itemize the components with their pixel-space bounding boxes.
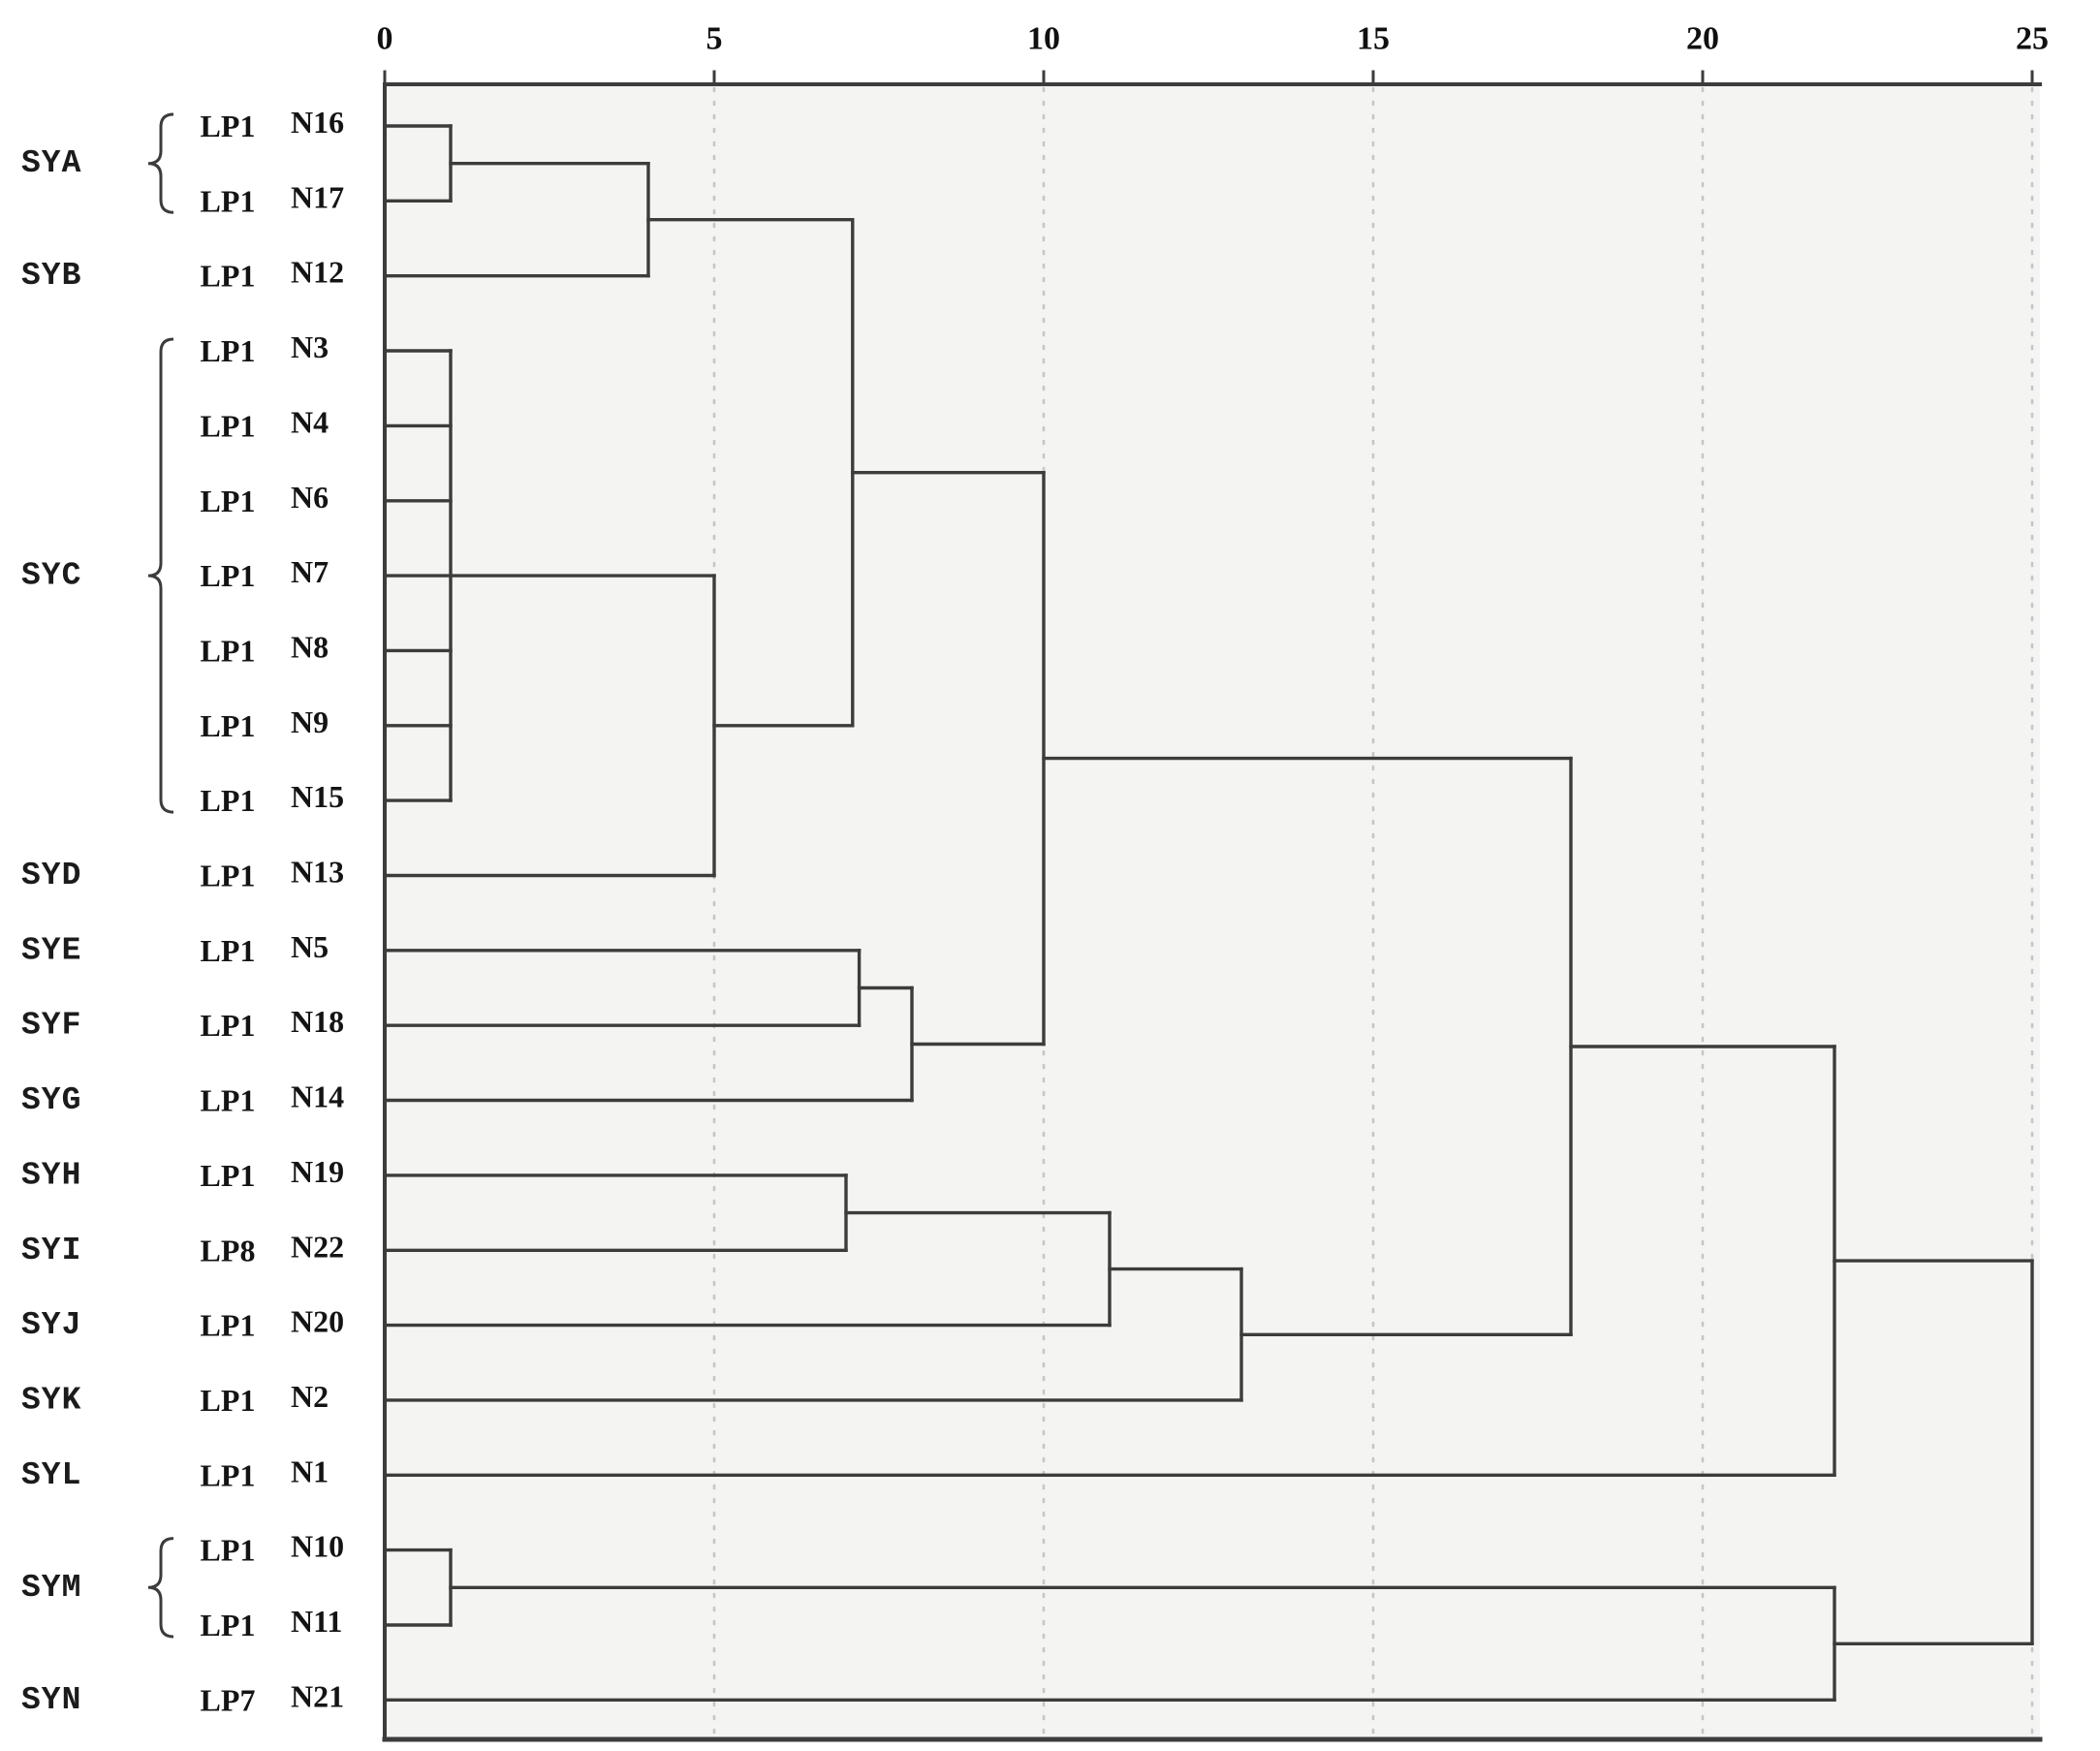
lp-label-n20: LP1 <box>201 1308 256 1343</box>
leaf-label-n5: N5 <box>291 929 329 964</box>
lp-label-n18: LP1 <box>201 1008 256 1043</box>
lp-label-n12: LP1 <box>201 259 256 294</box>
lp-label-n9: LP1 <box>201 708 256 743</box>
group-label-syl: SYL <box>21 1457 81 1493</box>
group-labels: SYA SYB SYC SYD SYE SYF SYG SYH SYI SYJ SYK SYL SYM S… <box>21 145 81 1718</box>
lp-label-n15: LP1 <box>201 783 256 818</box>
axis-tick-label-10: 10 <box>1027 21 1060 57</box>
lp-label-n8: LP1 <box>201 633 256 668</box>
axis-tick-label-20: 20 <box>1686 21 1719 57</box>
leaf-label-n10: N10 <box>291 1529 344 1564</box>
leaf-label-n4: N4 <box>291 404 329 439</box>
leaf-label-n15: N15 <box>291 779 344 814</box>
axis-tick-labels: 0 5 10 15 20 25 <box>377 21 2050 57</box>
leaf-label-n7: N7 <box>291 554 329 589</box>
group-label-syc: SYC <box>21 558 81 594</box>
leaf-label-n19: N19 <box>291 1154 344 1189</box>
axis-tick-label-0: 0 <box>377 21 393 57</box>
leaf-label-n11: N11 <box>291 1604 342 1639</box>
leaf-label-n3: N3 <box>291 329 329 364</box>
lp-label-n14: LP1 <box>201 1083 256 1118</box>
leaf-label-n14: N14 <box>291 1079 344 1114</box>
group-label-syb: SYB <box>21 258 81 294</box>
group-label-syd: SYD <box>21 858 81 893</box>
lp-label-n3: LP1 <box>201 333 256 368</box>
group-label-syk: SYK <box>21 1382 81 1418</box>
group-bracket-sym <box>147 1537 174 1639</box>
group-label-syg: SYG <box>21 1082 81 1118</box>
lp-label-n21: LP7 <box>201 1682 256 1717</box>
leaf-label-n22: N22 <box>291 1229 344 1264</box>
leaf-label-n6: N6 <box>291 480 329 515</box>
leaf-label-n17: N17 <box>291 179 344 214</box>
group-bracket-sya <box>147 112 174 214</box>
axis-tick-label-25: 25 <box>2016 21 2049 57</box>
row-labels: LP1 N16 LP1 N17 LP1 N12 LP1 N3 LP1 N4 LP1 N6 LP1 N7 LP… <box>201 105 345 1717</box>
axis-tick-label-5: 5 <box>706 21 723 57</box>
group-label-syh: SYH <box>21 1157 81 1193</box>
lp-label-n22: LP8 <box>201 1233 256 1267</box>
lp-label-n5: LP1 <box>201 933 256 968</box>
lp-label-n1: LP1 <box>201 1457 256 1492</box>
dendrogram-lines <box>383 124 2034 1703</box>
leaf-label-n18: N18 <box>291 1004 344 1039</box>
leaf-label-n8: N8 <box>291 629 329 664</box>
group-label-syj: SYJ <box>21 1307 81 1343</box>
group-label-sya: SYA <box>21 145 81 181</box>
leaf-label-n20: N20 <box>291 1304 344 1339</box>
leaf-label-n9: N9 <box>291 704 329 739</box>
lp-label-n6: LP1 <box>201 484 256 518</box>
leaf-label-n21: N21 <box>291 1678 344 1713</box>
group-label-sym: SYM <box>21 1570 81 1606</box>
lp-label-n2: LP1 <box>201 1383 256 1418</box>
group-label-syf: SYF <box>21 1008 81 1044</box>
group-brackets <box>147 112 174 1639</box>
plot-background <box>385 84 2040 1739</box>
lp-label-n11: LP1 <box>201 1608 256 1642</box>
lp-label-n19: LP1 <box>201 1158 256 1193</box>
lp-label-n7: LP1 <box>201 558 256 593</box>
lp-label-n10: LP1 <box>201 1533 256 1568</box>
axis-tick-label-15: 15 <box>1357 21 1390 57</box>
group-label-syn: SYN <box>21 1682 81 1718</box>
leaf-label-n12: N12 <box>291 255 344 290</box>
leaf-label-n1: N1 <box>291 1454 329 1488</box>
lp-label-n13: LP1 <box>201 859 256 893</box>
group-bracket-syc <box>147 337 174 814</box>
group-label-syi: SYI <box>21 1233 81 1268</box>
lp-label-n16: LP1 <box>201 109 256 143</box>
group-label-sye: SYE <box>21 932 81 968</box>
lp-label-n4: LP1 <box>201 408 256 443</box>
leaf-label-n16: N16 <box>291 105 344 140</box>
axis <box>382 70 2043 1742</box>
leaf-label-n2: N2 <box>291 1379 329 1414</box>
lp-label-n17: LP1 <box>201 183 256 218</box>
leaf-label-n13: N13 <box>291 855 344 890</box>
